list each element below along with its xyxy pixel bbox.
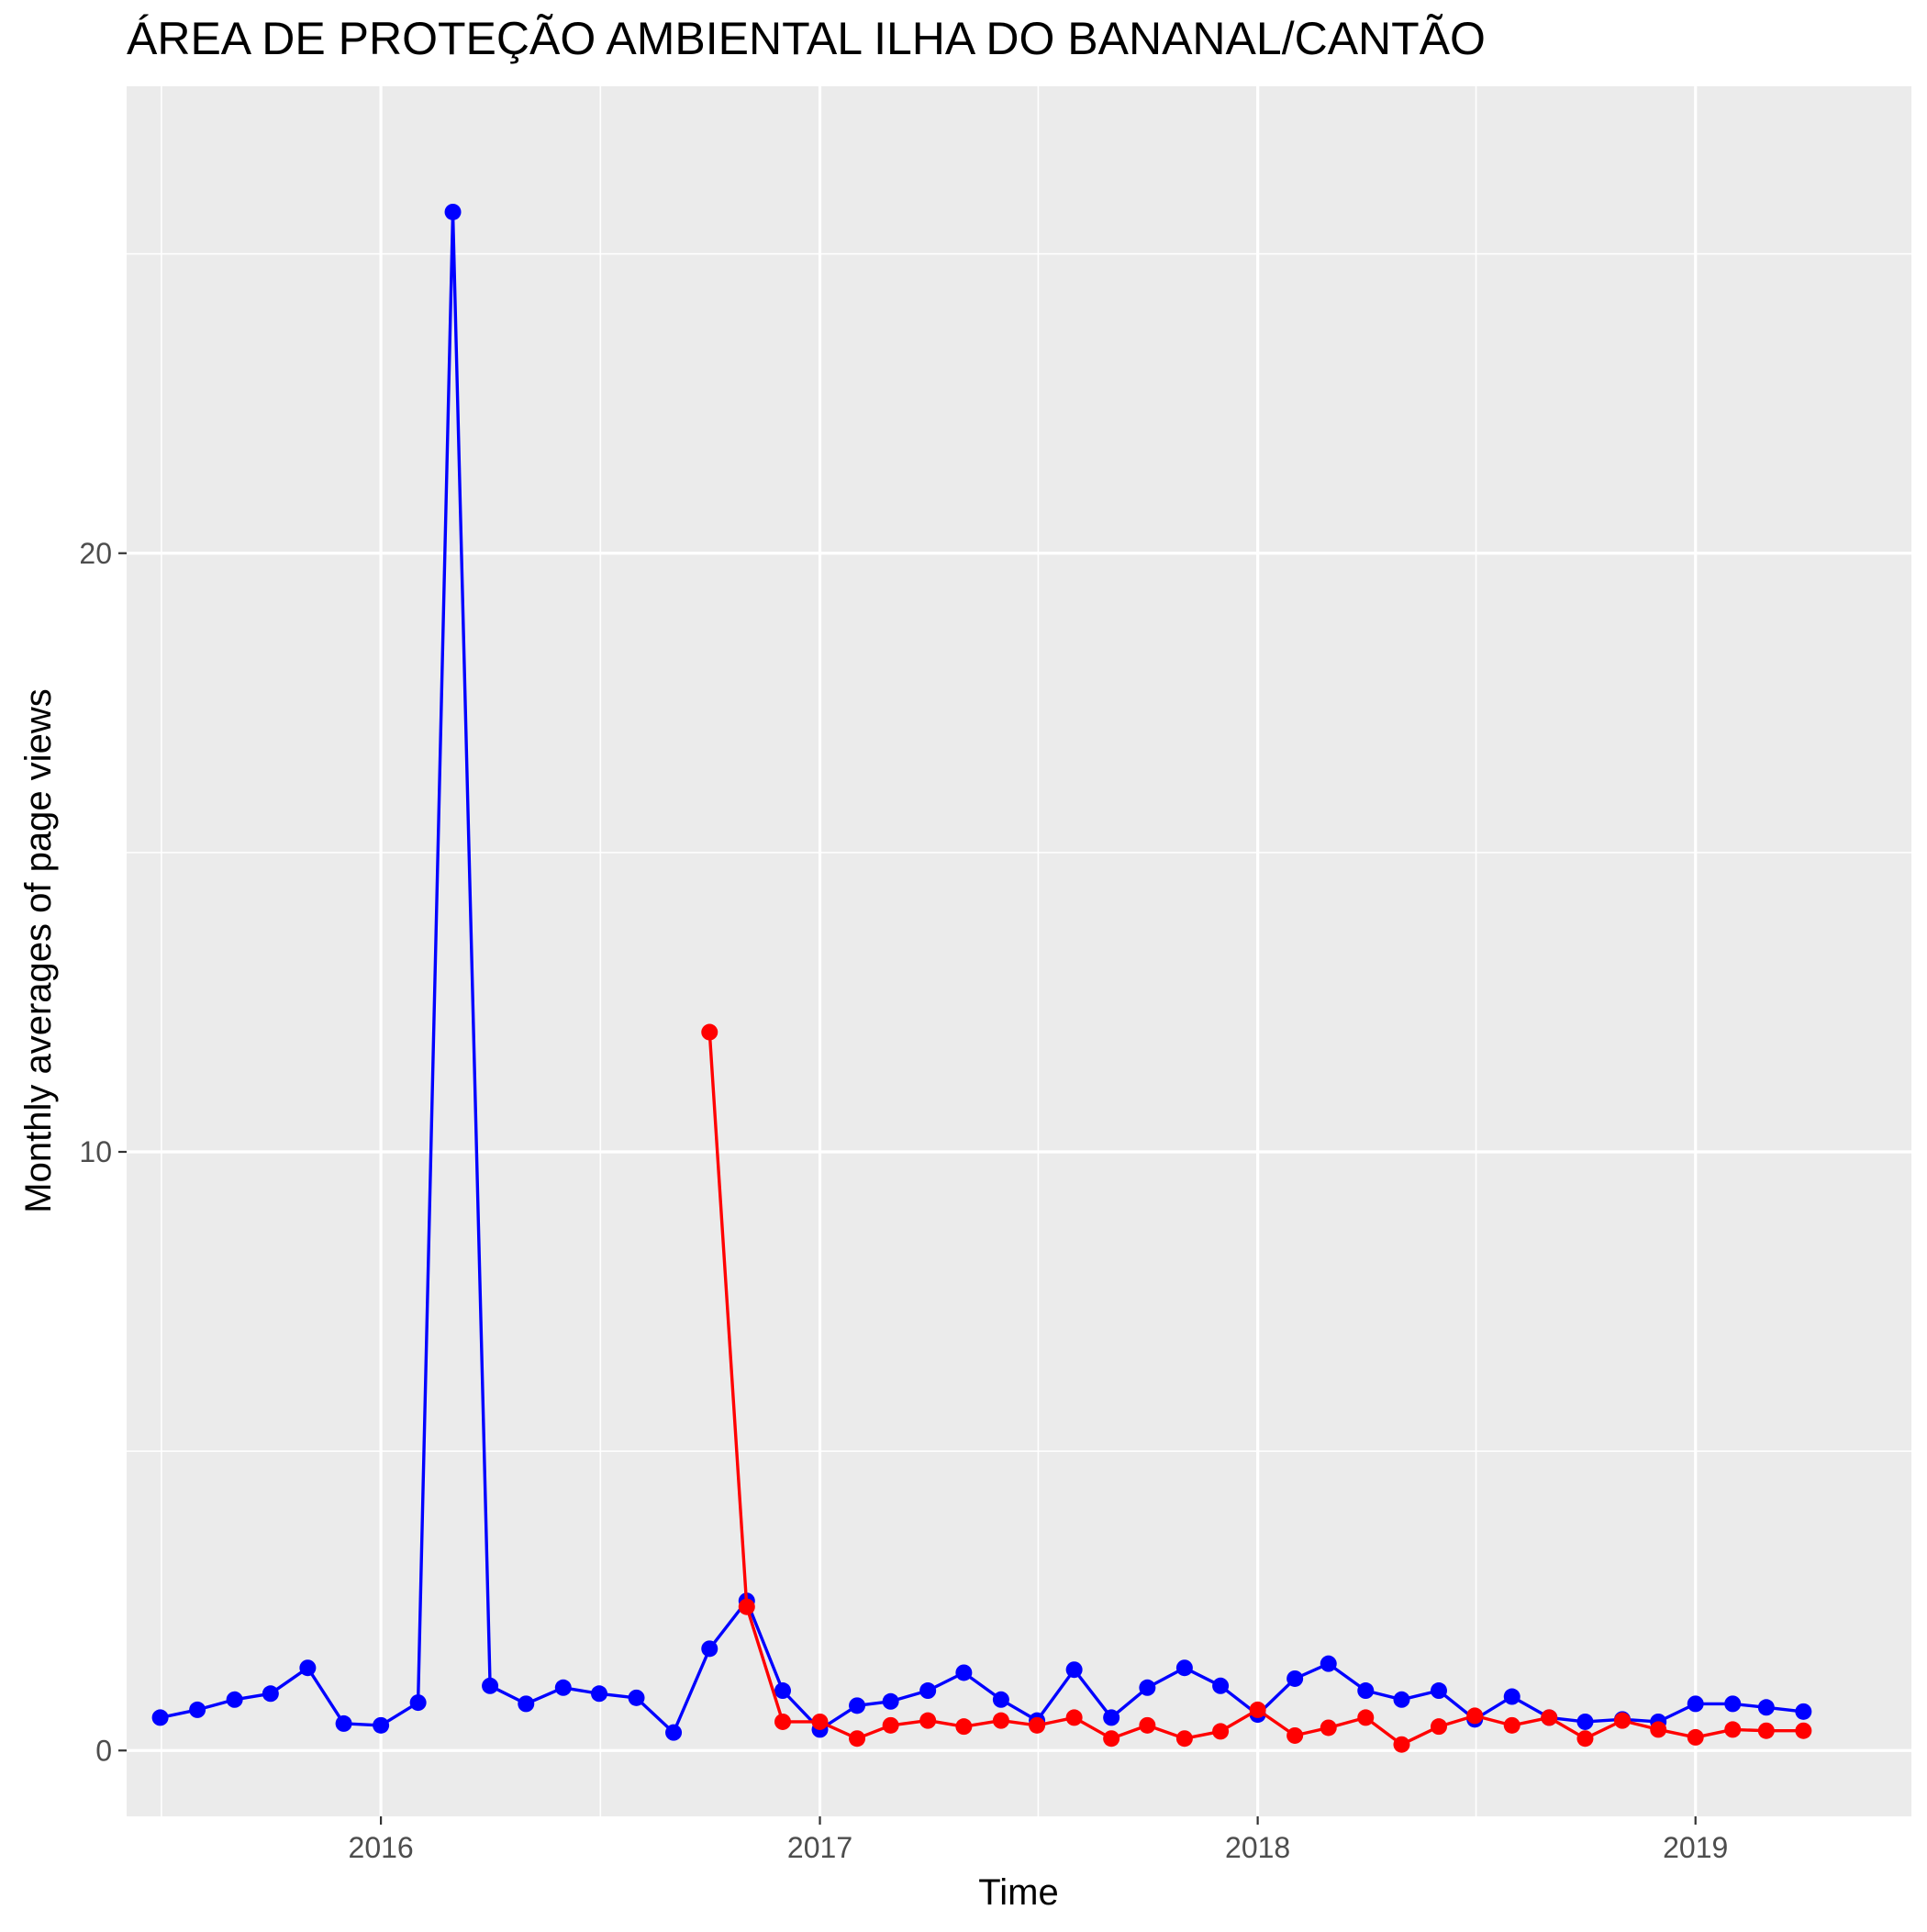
data-point xyxy=(189,1701,206,1718)
data-point xyxy=(1065,1661,1083,1679)
data-point xyxy=(1029,1716,1046,1734)
data-point xyxy=(1175,1730,1193,1748)
data-point xyxy=(1103,1730,1120,1748)
x-tick-label: 2019 xyxy=(1663,1831,1728,1864)
data-point xyxy=(1357,1709,1375,1726)
data-point xyxy=(1757,1699,1775,1716)
data-point xyxy=(811,1713,829,1730)
data-point xyxy=(335,1714,352,1732)
data-point xyxy=(554,1679,572,1696)
y-axis-title: Monthly averages of page views xyxy=(18,688,59,1212)
data-point xyxy=(738,1598,755,1615)
data-point xyxy=(849,1697,866,1714)
data-point xyxy=(628,1689,645,1706)
data-point xyxy=(1650,1721,1667,1738)
data-point xyxy=(1576,1713,1594,1730)
x-tick-label: 2016 xyxy=(349,1831,414,1864)
data-point xyxy=(262,1685,279,1703)
data-point xyxy=(701,1023,718,1041)
data-point xyxy=(955,1664,973,1681)
data-point xyxy=(701,1640,718,1658)
data-point xyxy=(882,1692,899,1710)
x-axis-title: Time xyxy=(978,1872,1058,1913)
data-point xyxy=(1430,1718,1447,1736)
y-tick-label: 0 xyxy=(95,1734,112,1767)
data-point xyxy=(1687,1695,1704,1713)
data-point xyxy=(1466,1707,1484,1725)
x-tick-label: 2018 xyxy=(1225,1831,1290,1864)
data-point xyxy=(849,1730,866,1748)
data-point xyxy=(591,1685,608,1703)
chart-title: ÁREA DE PROTEÇÃO AMBIENTAL ILHA DO BANAN… xyxy=(127,13,1486,64)
plot-panel xyxy=(127,86,1911,1816)
data-point xyxy=(1065,1709,1083,1726)
data-point xyxy=(1795,1703,1812,1720)
data-point xyxy=(1393,1691,1410,1708)
data-point xyxy=(1724,1721,1742,1738)
series-line xyxy=(160,210,1804,1735)
data-point xyxy=(1287,1726,1304,1744)
y-tick-label: 20 xyxy=(79,537,112,570)
data-point xyxy=(919,1712,937,1729)
series-2 xyxy=(701,1023,1812,1753)
data-point xyxy=(151,1709,169,1726)
data-point xyxy=(919,1682,937,1700)
data-point xyxy=(1503,1688,1520,1705)
data-point xyxy=(1103,1709,1120,1726)
x-tick-label: 2017 xyxy=(787,1831,852,1864)
data-point xyxy=(1320,1719,1337,1737)
data-point xyxy=(1757,1722,1775,1739)
data-point xyxy=(444,203,462,220)
data-point xyxy=(1541,1709,1558,1726)
data-point xyxy=(1724,1695,1742,1713)
data-point xyxy=(1503,1716,1520,1734)
data-point xyxy=(1139,1716,1156,1734)
data-point xyxy=(1139,1679,1156,1696)
data-point xyxy=(665,1724,683,1741)
data-point xyxy=(299,1659,317,1677)
data-point xyxy=(1357,1682,1375,1700)
data-point xyxy=(1249,1701,1266,1718)
data-point xyxy=(992,1712,1009,1729)
data-point xyxy=(1175,1659,1193,1677)
data-point xyxy=(373,1716,390,1734)
data-point xyxy=(1212,1677,1230,1694)
x-axis: 2016 2017 2018 2019 xyxy=(349,1816,1728,1864)
data-point xyxy=(482,1677,499,1694)
data-point xyxy=(226,1691,243,1708)
data-point xyxy=(882,1716,899,1734)
data-point xyxy=(774,1682,791,1700)
data-point xyxy=(774,1713,791,1730)
data-point xyxy=(1393,1736,1410,1753)
data-point xyxy=(1795,1722,1812,1739)
series-layer xyxy=(151,203,1812,1753)
data-point xyxy=(1687,1728,1704,1746)
data-point xyxy=(1212,1723,1230,1740)
data-point xyxy=(955,1718,973,1736)
major-gridlines xyxy=(127,86,1911,1816)
data-point xyxy=(518,1695,535,1713)
data-point xyxy=(1613,1712,1631,1729)
data-point xyxy=(992,1691,1009,1708)
data-point xyxy=(1320,1655,1337,1672)
y-tick-label: 10 xyxy=(79,1135,112,1168)
data-point xyxy=(1576,1730,1594,1748)
data-point xyxy=(1430,1682,1447,1700)
data-point xyxy=(1287,1670,1304,1687)
y-axis: 0 10 20 xyxy=(79,537,127,1767)
data-point xyxy=(409,1694,427,1712)
